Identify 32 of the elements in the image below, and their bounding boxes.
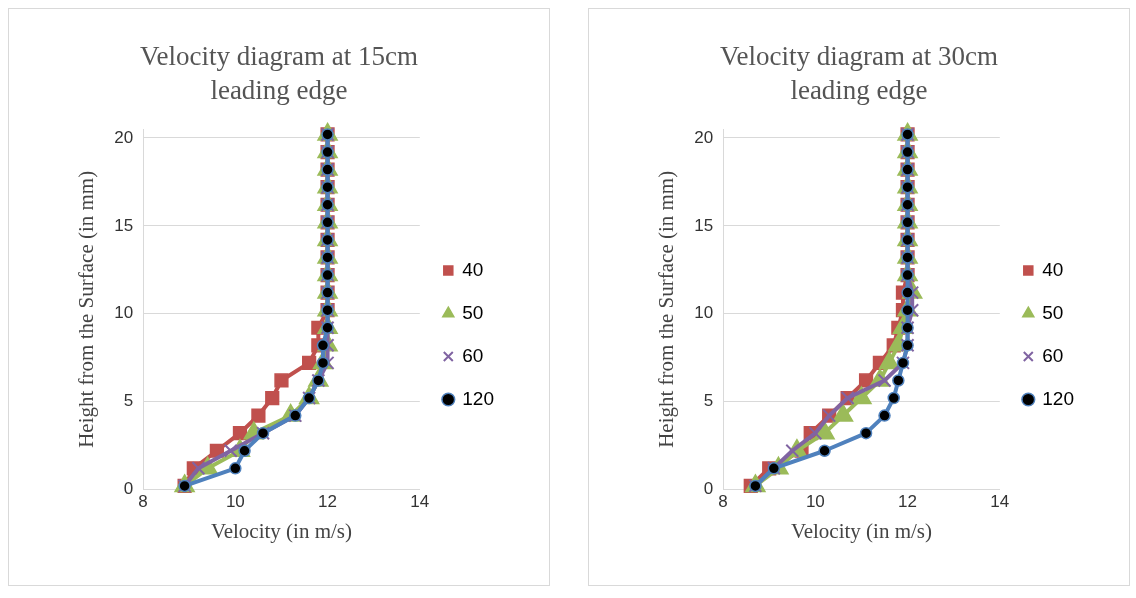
y-axis-title: Height from the Surface (in mm) <box>74 170 99 448</box>
x-tick-label: 10 <box>225 492 245 512</box>
legend-label: 60 <box>462 344 484 366</box>
x-tick-label: 8 <box>138 492 148 512</box>
y-tick-label: 20 <box>114 127 134 147</box>
legend-label: 40 <box>1042 258 1064 280</box>
x-tick-label: 8 <box>718 492 728 512</box>
x-axis-title: Velocity (in m/s) <box>790 518 933 543</box>
legend-label: 50 <box>1042 301 1064 323</box>
y-tick-label: 5 <box>703 391 714 411</box>
x-tick-label: 14 <box>410 492 430 512</box>
legend-label: 120 <box>462 387 494 409</box>
x-tick-label: 12 <box>898 492 918 512</box>
y-axis-title: Height from the Surface (in mm) <box>654 170 679 448</box>
y-tick-label: 15 <box>694 215 714 235</box>
x-tick-label: 10 <box>805 492 825 512</box>
legend-label: 50 <box>462 301 484 323</box>
y-tick-label: 20 <box>694 127 714 147</box>
legend-label: 40 <box>462 258 484 280</box>
chart-title: Velocity diagram at 30cm leading edge <box>719 40 999 107</box>
y-tick-label: 10 <box>114 303 134 323</box>
legend-label: 120 <box>1042 387 1074 409</box>
y-tick-label: 15 <box>114 215 134 235</box>
y-tick-label: 10 <box>694 303 714 323</box>
x-axis-title: Velocity (in m/s) <box>210 518 353 543</box>
y-tick-label: 0 <box>123 479 134 499</box>
y-tick-label: 0 <box>703 479 714 499</box>
x-tick-label: 12 <box>318 492 338 512</box>
x-tick-label: 14 <box>990 492 1010 512</box>
chart-title: Velocity diagram at 15cm leading edge <box>139 40 419 107</box>
legend-label: 60 <box>1042 344 1064 366</box>
y-tick-label: 5 <box>123 391 134 411</box>
